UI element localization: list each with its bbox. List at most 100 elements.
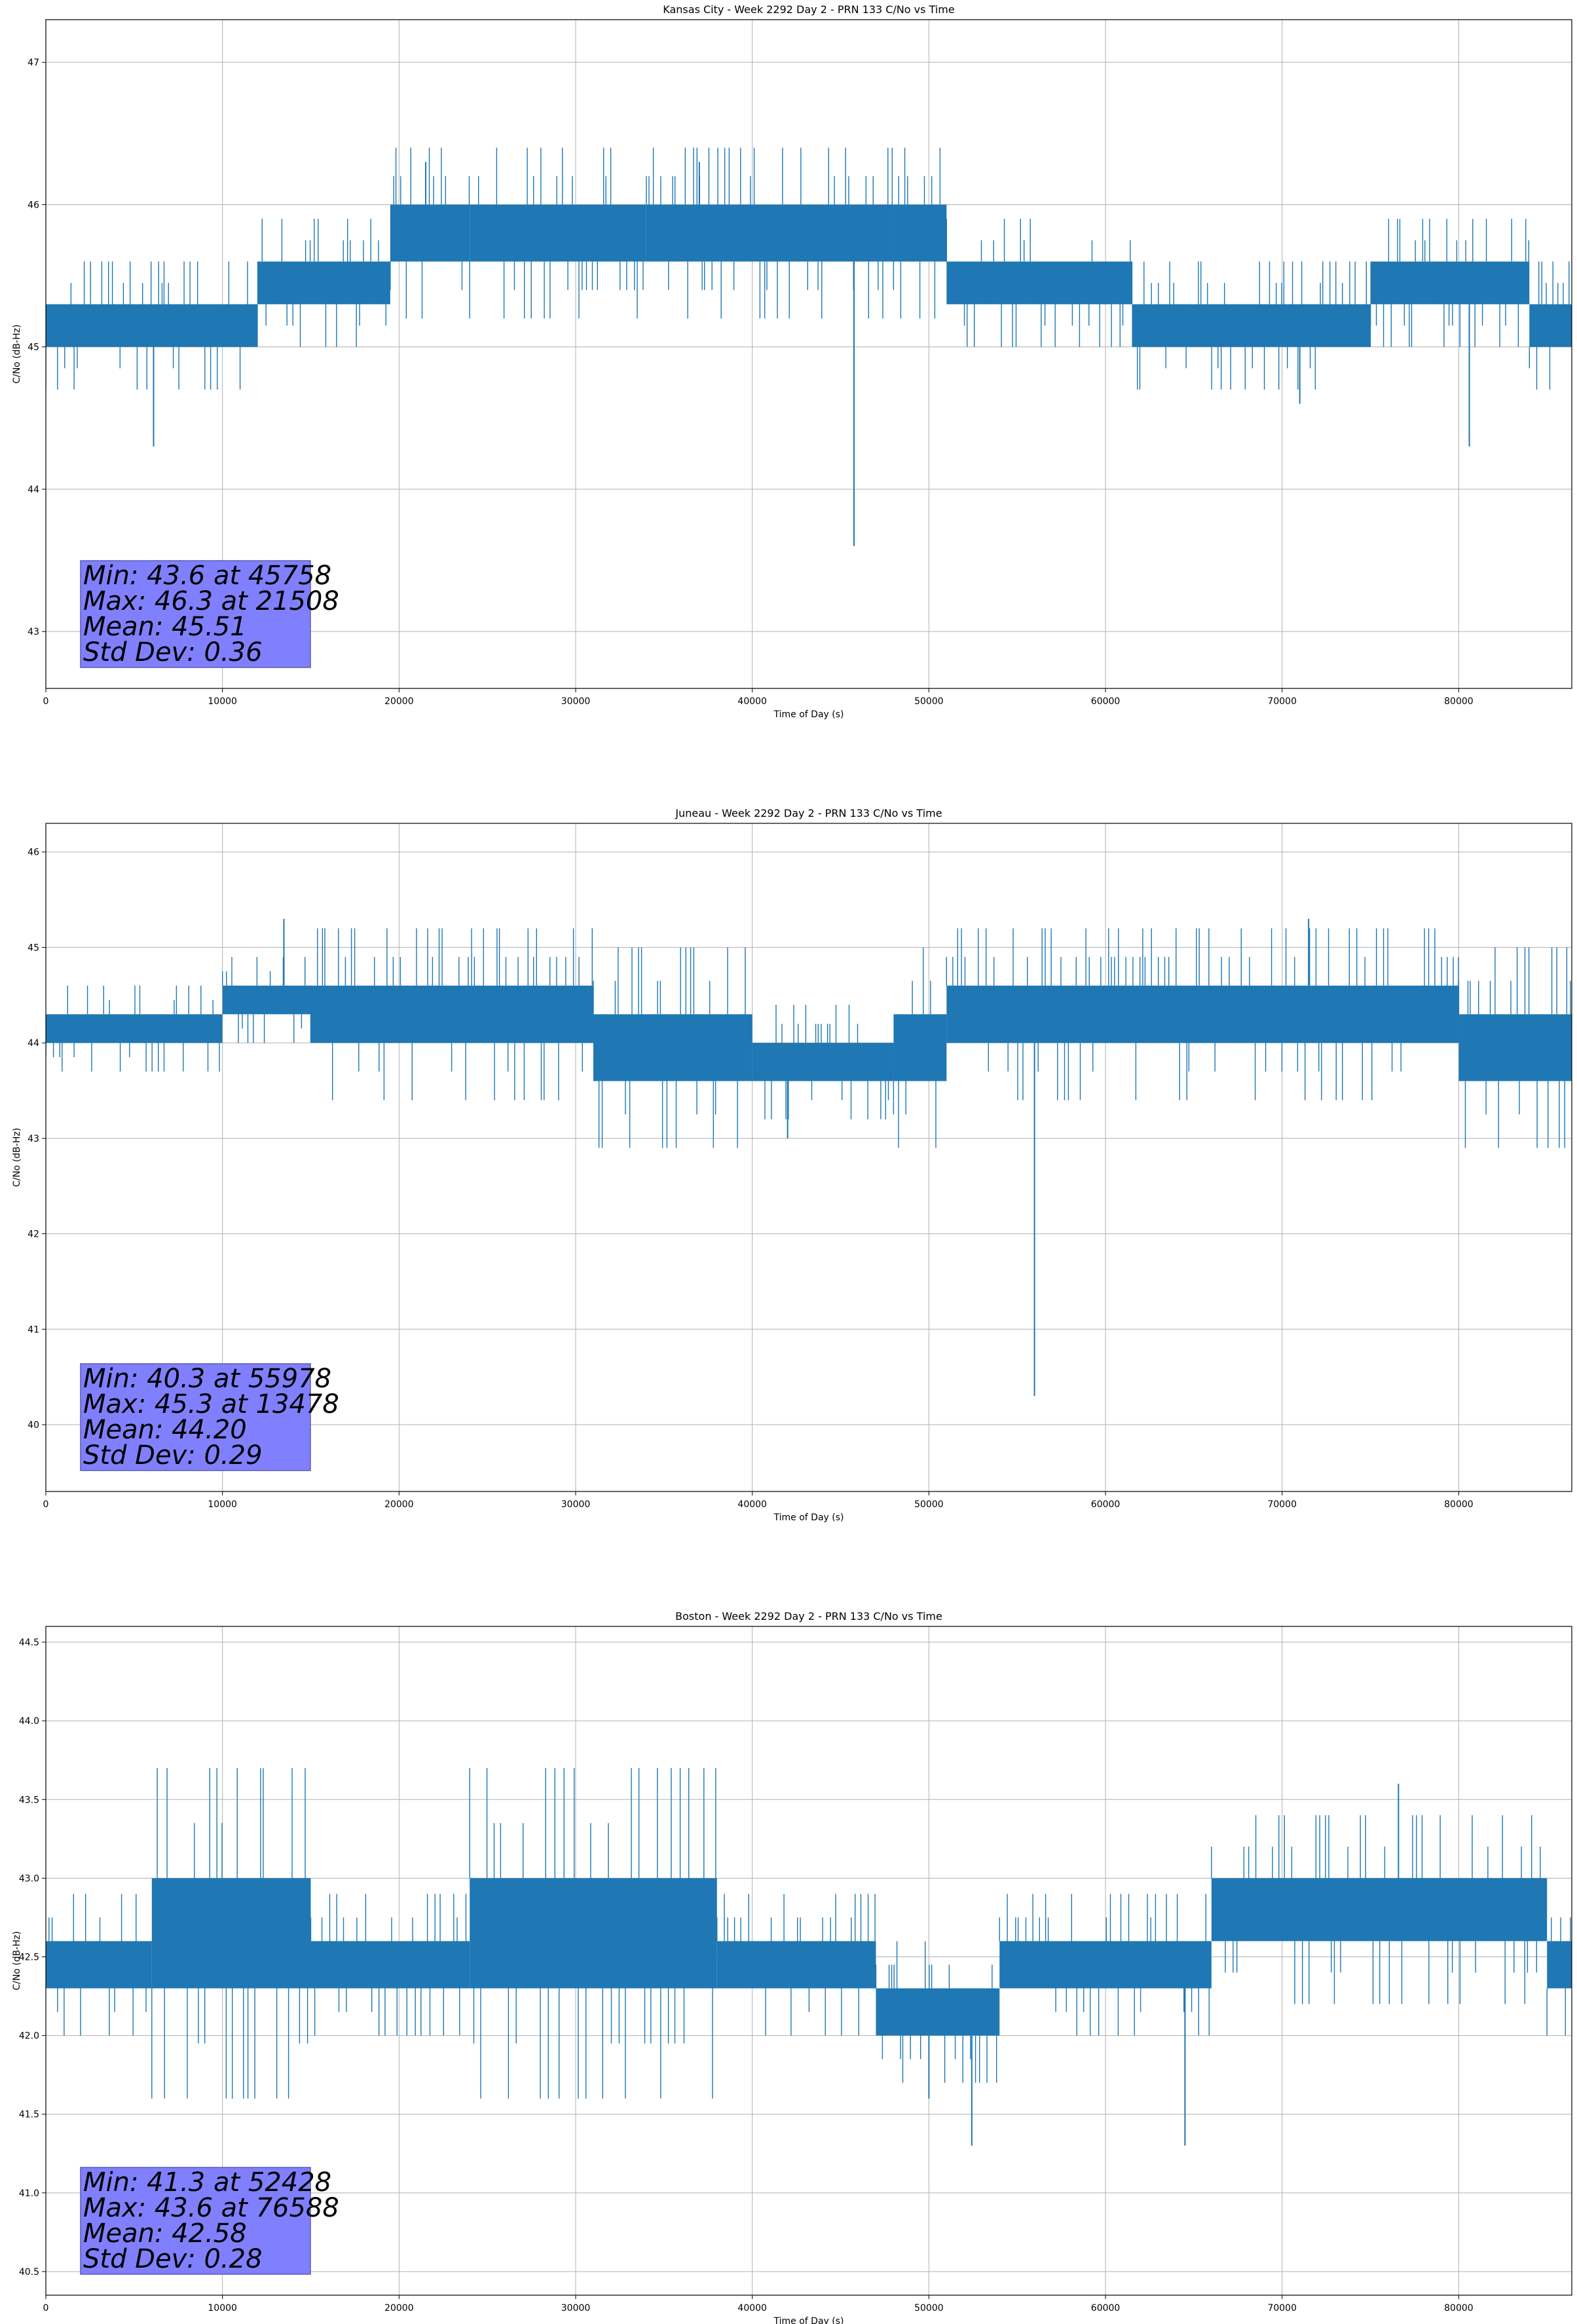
stats-box-background [80,560,311,668]
series-noise [893,147,944,319]
stat-max: Max: 45.3 at 13478 [83,1389,339,1419]
y-tick-label: 43.5 [19,1795,39,1805]
y-axis-label: C/No (dB-Hz) [12,324,22,383]
series-noise [716,1894,876,2036]
series-band [1132,304,1371,347]
x-tick-label: 80000 [1444,1499,1474,1510]
series-noise [310,1894,467,2036]
series-noise [46,261,257,390]
stat-std: Std Dev: 0.29 [83,1440,263,1471]
series-line [46,1768,1572,2146]
x-tick-label: 20000 [384,2303,414,2314]
stat-max: Max: 46.3 at 21508 [83,586,339,616]
y-tick-label: 40 [28,1420,39,1431]
series-noise [999,1894,1210,2036]
series-noise [469,1768,716,2099]
series-band [646,204,894,262]
series-noise [646,147,893,319]
y-axis-label: C/No (dB-Hz) [12,1128,22,1187]
y-tick-label: 43 [28,627,39,637]
series-band [310,985,593,1043]
x-tick-label: 50000 [914,1499,944,1510]
y-tick-label: 40.5 [19,2267,39,2277]
x-tick-label: 30000 [561,2303,591,2314]
series-band [893,1014,947,1081]
chart-title: Kansas City - Week 2292 Day 2 - PRN 133 … [663,3,954,16]
y-tick-label: 41 [28,1324,39,1335]
series-noise [390,147,470,319]
chart-title: Boston - Week 2292 Day 2 - PRN 133 C/No … [675,1610,942,1622]
x-tick-label: 60000 [1091,1499,1121,1510]
stat-max: Max: 43.6 at 76588 [83,2193,339,2223]
series-noise [257,219,386,347]
y-tick-label: 44 [28,485,39,495]
panel-3: 0 10000 20000 30000 40000 50000 60000 70000 8000… [12,1610,1572,2324]
series-noise [1546,1917,1571,2036]
series-noise [1131,261,1371,390]
stat-std: Std Dev: 0.28 [83,2244,263,2274]
series-band [257,261,390,305]
series-band [946,985,1459,1043]
series-band [222,985,311,1015]
y-tick-label: 42 [28,1229,39,1240]
axes-frame [45,823,1572,1492]
x-tick-label: 50000 [914,2303,944,2314]
series-band [593,1014,752,1081]
x-tick-label: 80000 [1444,2303,1474,2314]
axes-frame [45,1626,1572,2296]
series-band [46,304,258,347]
stats-box-background [80,2167,311,2275]
x-tick-label: 10000 [208,1499,237,1510]
series-band [390,204,470,262]
x-axis-label: Time of Day (s) [773,2316,844,2324]
series-band [1370,261,1530,305]
x-tick-label: 20000 [384,1499,414,1510]
series-band [46,1941,152,1989]
series-line [46,147,1572,546]
y-tick-label: 45 [28,343,39,353]
series-noise [48,1894,147,2036]
series-band [752,1043,894,1081]
stat-mean: Mean: 42.58 [83,2219,247,2249]
axes-frame [45,19,1572,689]
y-tick-label: 41.5 [19,2110,39,2120]
y-tick-label: 45 [28,943,39,953]
x-tick-label: 20000 [384,696,414,707]
y-tick-label: 44.0 [19,1716,39,1727]
x-tick-label: 40000 [737,2303,767,2314]
stat-min: Min: 43.6 at 45758 [83,561,331,591]
panel-2: 0 10000 20000 30000 40000 50000 60000 70000 8000… [12,807,1572,1523]
series-noise [469,147,644,319]
y-tick-label: 43 [28,1134,39,1144]
series-band [151,1878,311,1989]
series-band [1458,1014,1572,1081]
series-noise [946,928,1459,1100]
y-tick-label: 46 [28,200,39,210]
series-band [716,1941,876,1989]
series-band [470,204,646,262]
series-noise [946,219,1131,347]
y-tick-label: 42.0 [19,2031,39,2042]
x-axis-label: Time of Day (s) [773,1512,844,1523]
x-tick-label: 70000 [1267,1499,1297,1510]
x-tick-label: 70000 [1267,2303,1297,2314]
series-noise [593,947,746,1148]
x-tick-label: 50000 [914,696,944,707]
series-noise [1458,947,1571,1148]
series-band [893,204,947,262]
stat-min: Min: 41.3 at 52428 [83,2167,331,2198]
x-tick-label: 30000 [561,1499,591,1510]
x-tick-label: 80000 [1444,696,1474,707]
stat-std: Std Dev: 0.36 [83,637,263,667]
y-tick-label: 47 [28,58,39,68]
series-line [46,918,1572,1396]
y-tick-label: 43.0 [19,1873,39,1884]
chart-title: Juneau - Week 2292 Day 2 - PRN 133 C/No … [675,807,942,819]
stat-mean: Mean: 44.20 [83,1415,247,1445]
series-band [946,261,1132,305]
panel-1: 0 10000 20000 30000 40000 50000 60000 70000 8000… [12,3,1572,720]
series-noise [764,1004,889,1119]
series-noise [1529,261,1570,390]
